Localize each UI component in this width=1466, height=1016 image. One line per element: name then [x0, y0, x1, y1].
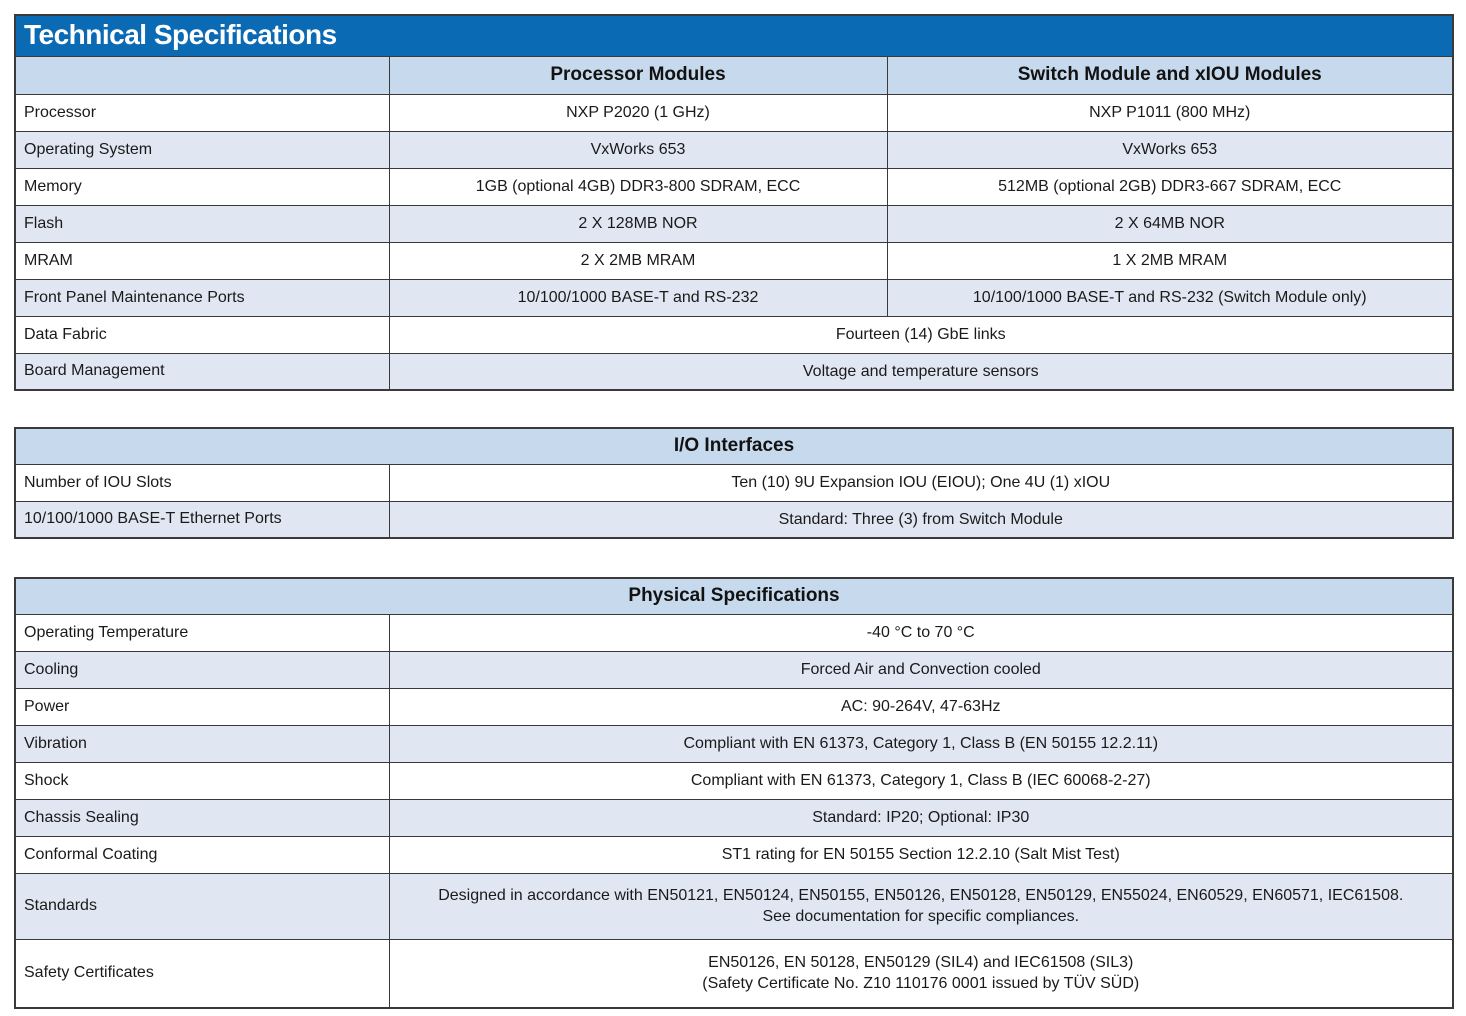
- row-label: Shock: [14, 761, 390, 800]
- table-row-number-of-iou-slots: Number of IOU Slots Ten (10) 9U Expansio…: [14, 463, 1454, 502]
- table-row-chassis-sealing: Chassis Sealing Standard: IP20; Optional…: [14, 798, 1454, 837]
- row-value: EN50126, EN 50128, EN50129 (SIL4) and IE…: [388, 938, 1454, 1009]
- row-value-spanned: Fourteen (14) GbE links: [388, 315, 1454, 354]
- row-value: Forced Air and Convection cooled: [388, 650, 1454, 689]
- row-value-spanned: Voltage and temperature sensors: [388, 352, 1454, 391]
- row-label: 10/100/1000 BASE-T Ethernet Ports: [14, 500, 390, 539]
- table-row-operating-system: Operating System VxWorks 653 VxWorks 653: [14, 130, 1454, 169]
- row-value: Ten (10) 9U Expansion IOU (EIOU); One 4U…: [388, 463, 1454, 502]
- row-value: AC: 90-264V, 47-63Hz: [388, 687, 1454, 726]
- table-row-power: Power AC: 90-264V, 47-63Hz: [14, 687, 1454, 726]
- table-row-cooling: Cooling Forced Air and Convection cooled: [14, 650, 1454, 689]
- technical-specifications-header-row: Processor Modules Switch Module and xIOU…: [14, 55, 1454, 95]
- row-value: VxWorks 653: [388, 130, 888, 169]
- row-label: Cooling: [14, 650, 390, 689]
- row-value: NXP P2020 (1 GHz): [388, 93, 888, 132]
- row-label: Standards: [14, 872, 390, 940]
- technical-specifications-table: Technical Specifications Processor Modul…: [14, 14, 1454, 391]
- table-row-front-panel-maintenance-ports: Front Panel Maintenance Ports 10/100/100…: [14, 278, 1454, 317]
- table-row-operating-temperature: Operating Temperature -40 °C to 70 °C: [14, 613, 1454, 652]
- column-header-blank: [14, 55, 390, 95]
- row-value: NXP P1011 (800 MHz): [886, 93, 1454, 132]
- row-label: Memory: [14, 167, 390, 206]
- column-header-switch-xiou-modules: Switch Module and xIOU Modules: [886, 55, 1454, 95]
- table-row-data-fabric: Data Fabric Fourteen (14) GbE links: [14, 315, 1454, 354]
- row-value: Standard: IP20; Optional: IP30: [388, 798, 1454, 837]
- table-row-conformal-coating: Conformal Coating ST1 rating for EN 5015…: [14, 835, 1454, 874]
- row-value: Designed in accordance with EN50121, EN5…: [388, 872, 1454, 940]
- table-row-flash: Flash 2 X 128MB NOR 2 X 64MB NOR: [14, 204, 1454, 243]
- row-label: Data Fabric: [14, 315, 390, 354]
- row-value: -40 °C to 70 °C: [388, 613, 1454, 652]
- table-row-safety-certificates: Safety Certificates EN50126, EN 50128, E…: [14, 938, 1454, 1009]
- column-header-processor-modules: Processor Modules: [388, 55, 888, 95]
- row-value: Standard: Three (3) from Switch Module: [388, 500, 1454, 539]
- row-value: 1 X 2MB MRAM: [886, 241, 1454, 280]
- row-label: Front Panel Maintenance Ports: [14, 278, 390, 317]
- row-value: 512MB (optional 2GB) DDR3-667 SDRAM, ECC: [886, 167, 1454, 206]
- io-interfaces-header-row: I/O Interfaces: [14, 427, 1454, 465]
- io-interfaces-table: I/O Interfaces Number of IOU Slots Ten (…: [14, 427, 1455, 539]
- table-row-mram: MRAM 2 X 2MB MRAM 1 X 2MB MRAM: [14, 241, 1454, 280]
- physical-specifications-table: Physical Specifications Operating Temper…: [14, 577, 1455, 1009]
- row-value: 2 X 64MB NOR: [886, 204, 1454, 243]
- technical-specifications-title: Technical Specifications: [14, 14, 1454, 57]
- table-row-board-management: Board Management Voltage and temperature…: [14, 352, 1454, 391]
- table-row-processor: Processor NXP P2020 (1 GHz) NXP P1011 (8…: [14, 93, 1454, 132]
- row-value: VxWorks 653: [886, 130, 1454, 169]
- table-row-vibration: Vibration Compliant with EN 61373, Categ…: [14, 724, 1454, 763]
- row-label: Chassis Sealing: [14, 798, 390, 837]
- technical-specifications-title-row: Technical Specifications: [14, 14, 1454, 57]
- row-value: 2 X 128MB NOR: [388, 204, 888, 243]
- io-interfaces-title: I/O Interfaces: [14, 427, 1454, 465]
- row-label: Board Management: [14, 352, 390, 391]
- row-value: 10/100/1000 BASE-T and RS-232 (Switch Mo…: [886, 278, 1454, 317]
- table-row-ethernet-ports: 10/100/1000 BASE-T Ethernet Ports Standa…: [14, 500, 1454, 539]
- row-label: Processor: [14, 93, 390, 132]
- table-row-shock: Shock Compliant with EN 61373, Category …: [14, 761, 1454, 800]
- row-label: Flash: [14, 204, 390, 243]
- row-label: Safety Certificates: [14, 938, 390, 1009]
- row-value: Compliant with EN 61373, Category 1, Cla…: [388, 724, 1454, 763]
- row-value: ST1 rating for EN 50155 Section 12.2.10 …: [388, 835, 1454, 874]
- row-label: Power: [14, 687, 390, 726]
- table-row-standards: Standards Designed in accordance with EN…: [14, 872, 1454, 940]
- row-label: Conformal Coating: [14, 835, 390, 874]
- row-label: MRAM: [14, 241, 390, 280]
- row-label: Operating System: [14, 130, 390, 169]
- physical-specifications-title: Physical Specifications: [14, 577, 1454, 615]
- row-value: 2 X 2MB MRAM: [388, 241, 888, 280]
- row-label: Number of IOU Slots: [14, 463, 390, 502]
- physical-specifications-header-row: Physical Specifications: [14, 577, 1454, 615]
- table-row-memory: Memory 1GB (optional 4GB) DDR3-800 SDRAM…: [14, 167, 1454, 206]
- row-label: Operating Temperature: [14, 613, 390, 652]
- row-value: 1GB (optional 4GB) DDR3-800 SDRAM, ECC: [388, 167, 888, 206]
- row-value: Compliant with EN 61373, Category 1, Cla…: [388, 761, 1454, 800]
- row-label: Vibration: [14, 724, 390, 763]
- row-value: 10/100/1000 BASE-T and RS-232: [388, 278, 888, 317]
